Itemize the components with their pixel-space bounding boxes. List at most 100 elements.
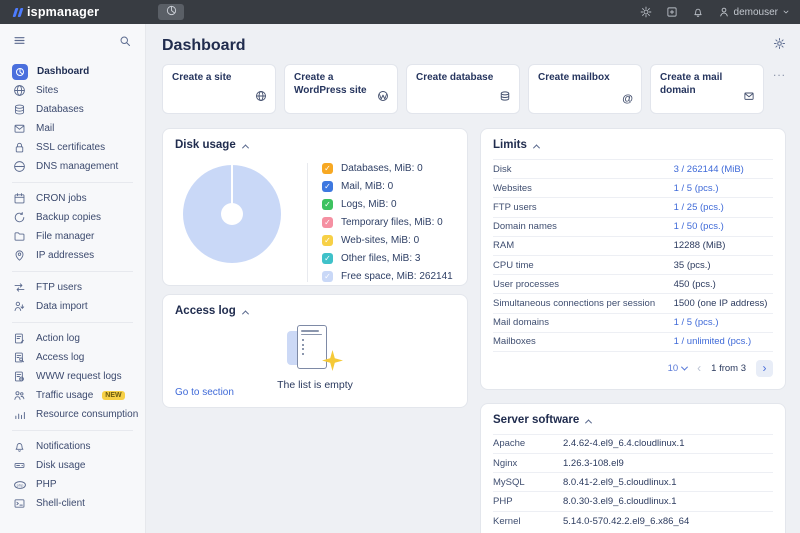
- create-wordpress-site-card[interactable]: Create a WordPress site: [284, 64, 398, 114]
- at-icon: @: [622, 93, 633, 105]
- ftp-transfer-icon: [12, 280, 27, 295]
- page-size-select[interactable]: 10: [668, 363, 689, 374]
- legend-item[interactable]: ✓ Logs, MiB: 0: [322, 199, 453, 210]
- backup-refresh-icon: [12, 210, 27, 225]
- sidebar-item-backup-copies[interactable]: Backup copies: [0, 208, 145, 227]
- resource-chart-icon: [12, 407, 27, 422]
- checkbox-checked-icon[interactable]: ✓: [322, 163, 333, 174]
- mail-icon: [12, 121, 27, 136]
- new-window-icon[interactable]: [666, 6, 678, 18]
- sidebar-item-ftp-users[interactable]: FTP users: [0, 278, 145, 297]
- pagination: 10 ‹ 1 from 3 ›: [493, 352, 773, 377]
- create-mail-domain-card[interactable]: Create a mail domain: [650, 64, 764, 114]
- checkbox-checked-icon[interactable]: ✓: [322, 271, 333, 282]
- create-mailbox-card[interactable]: Create mailbox @: [528, 64, 642, 114]
- server-software-panel-header[interactable]: Server software: [493, 414, 773, 435]
- sidebar-item-www-request-logs[interactable]: WWW request logs: [0, 367, 145, 386]
- sidebar-item-dns-management[interactable]: DNS management: [0, 157, 145, 176]
- legend-item[interactable]: ✓ Other files, MiB: 3: [322, 253, 453, 264]
- software-row: MySQL 8.0.41-2.el9_5.cloudlinux.1: [493, 473, 773, 493]
- globe-icon: [12, 83, 27, 98]
- limit-value-link[interactable]: 1 / 25 (pcs.): [673, 201, 724, 213]
- limit-value-link[interactable]: 1 / 5 (pcs.): [673, 317, 719, 329]
- create-database-card[interactable]: Create database: [406, 64, 520, 114]
- sidebar-item-mail[interactable]: Mail: [0, 119, 145, 138]
- new-badge: NEW: [102, 391, 125, 400]
- terminal-icon: [12, 496, 27, 511]
- legend-item[interactable]: ✓ Temporary files, MiB: 0: [322, 217, 453, 228]
- checkbox-checked-icon[interactable]: ✓: [322, 253, 333, 264]
- dashboard-pie-icon: [12, 63, 28, 80]
- checkbox-checked-icon[interactable]: ✓: [322, 199, 333, 210]
- disk-usage-panel-header[interactable]: Disk usage: [175, 139, 455, 152]
- limit-row: Domain names 1 / 50 (pcs.): [493, 218, 773, 237]
- notifications-bell-icon[interactable]: [692, 6, 704, 18]
- document-icon: [297, 325, 327, 369]
- menu-hamburger-icon[interactable]: [13, 34, 26, 52]
- sidebar-item-sites[interactable]: Sites: [0, 81, 145, 100]
- sidebar-item-disk-usage[interactable]: Disk usage: [0, 456, 145, 475]
- legend-item[interactable]: ✓ Databases, MiB: 0: [322, 163, 453, 174]
- collapse-chevron-icon: [532, 144, 540, 152]
- access-log-panel-header[interactable]: Access log: [175, 305, 455, 318]
- location-pin-icon: [12, 248, 27, 263]
- go-to-section-link[interactable]: Go to section: [175, 387, 234, 398]
- www-logs-icon: [12, 369, 27, 384]
- limit-value: 35 (pcs.): [673, 259, 711, 271]
- sidebar-item-access-log[interactable]: Access log: [0, 348, 145, 367]
- limit-value-link[interactable]: 3 / 262144 (MiB): [673, 163, 744, 175]
- sidebar: Dashboard Sites Databases Mail SSL certi…: [0, 24, 146, 533]
- user-menu[interactable]: demouser: [718, 6, 790, 18]
- settings-gear-icon[interactable]: [773, 37, 786, 55]
- app-logo: ispmanager: [0, 5, 146, 19]
- legend-item[interactable]: ✓ Free space, MiB: 262141: [322, 271, 453, 282]
- database-icon: [499, 89, 511, 107]
- dashboard-tab[interactable]: [158, 4, 184, 20]
- import-user-icon: [12, 299, 27, 314]
- checkbox-checked-icon[interactable]: ✓: [322, 235, 333, 246]
- collapse-chevron-icon: [241, 310, 249, 318]
- limit-row: Websites 1 / 5 (pcs.): [493, 179, 773, 199]
- software-row: PHP 8.0.30-3.el9_6.cloudlinux.1: [493, 492, 773, 512]
- limit-value-link[interactable]: 1 / unlimited (pcs.): [673, 336, 752, 348]
- checkbox-checked-icon[interactable]: ✓: [322, 217, 333, 228]
- sidebar-divider: [12, 430, 133, 431]
- more-cards-button[interactable]: ...: [772, 65, 786, 79]
- sidebar-item-resource-consumption[interactable]: Resource consumption: [0, 405, 145, 424]
- sidebar-item-ip-addresses[interactable]: IP addresses: [0, 246, 145, 265]
- sidebar-item-action-log[interactable]: Action log: [0, 329, 145, 348]
- sidebar-item-notifications[interactable]: Notifications: [0, 437, 145, 456]
- lock-icon: [12, 140, 27, 155]
- limit-row: CPU time 35 (pcs.): [493, 256, 773, 276]
- disk-usage-legend: ✓ Databases, MiB: 0 ✓ Mail, MiB: 0 ✓ Logs, …: [307, 163, 453, 282]
- legend-item[interactable]: ✓ Mail, MiB: 0: [322, 181, 453, 192]
- sidebar-item-databases[interactable]: Databases: [0, 100, 145, 119]
- sidebar-item-data-import[interactable]: Data import: [0, 297, 145, 316]
- limit-value-link[interactable]: 1 / 50 (pcs.): [673, 221, 724, 233]
- limit-value-link[interactable]: 1 / 5 (pcs.): [673, 182, 719, 194]
- limit-row: Disk 3 / 262144 (MiB): [493, 160, 773, 180]
- page-position: 1 from 3: [711, 362, 746, 374]
- limit-value: 450 (pcs.): [673, 278, 716, 290]
- next-page-button[interactable]: ›: [756, 359, 773, 377]
- disk-usage-donut-chart: [183, 165, 281, 263]
- search-icon[interactable]: [119, 34, 131, 52]
- limits-panel-header[interactable]: Limits: [493, 139, 773, 160]
- legend-item[interactable]: ✓ Web-sites, MiB: 0: [322, 235, 453, 246]
- checkbox-checked-icon[interactable]: ✓: [322, 181, 333, 192]
- logo-mark-icon: [12, 7, 24, 17]
- sidebar-item-file-manager[interactable]: File manager: [0, 227, 145, 246]
- sidebar-divider: [12, 322, 133, 323]
- sidebar-item-traffic-usage[interactable]: Traffic usage NEW: [0, 386, 145, 405]
- prev-page-button[interactable]: ‹: [697, 361, 702, 376]
- calendar-icon: [12, 191, 27, 206]
- create-site-card[interactable]: Create a site: [162, 64, 276, 114]
- sidebar-item-cron-jobs[interactable]: CRON jobs: [0, 189, 145, 208]
- sidebar-item-php[interactable]: php PHP: [0, 475, 145, 494]
- sidebar-item-ssl-certificates[interactable]: SSL certificates: [0, 138, 145, 157]
- theme-icon[interactable]: [640, 6, 652, 18]
- sidebar-item-dashboard[interactable]: Dashboard: [0, 62, 145, 81]
- mail-icon: [743, 89, 755, 107]
- sidebar-item-shell-client[interactable]: Shell-client: [0, 494, 145, 513]
- action-log-icon: [12, 331, 27, 346]
